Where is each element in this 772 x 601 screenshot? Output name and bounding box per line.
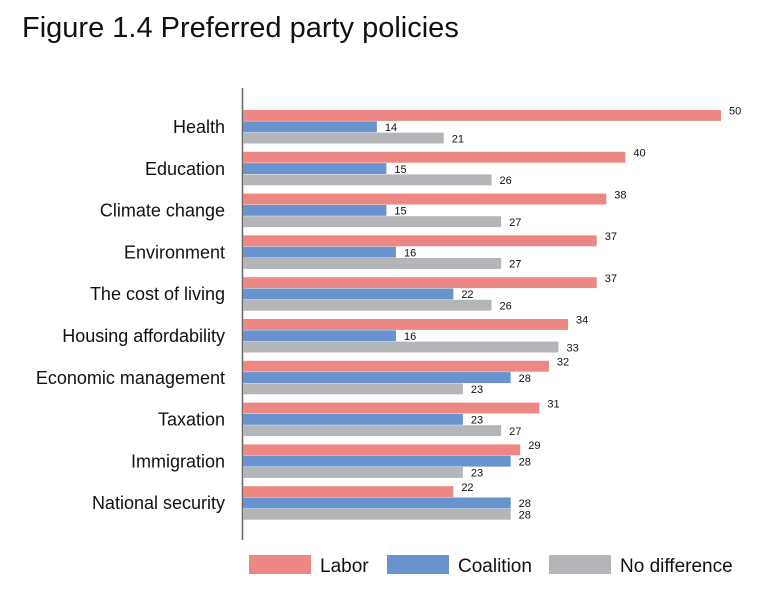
data-label: 23 bbox=[471, 415, 483, 427]
data-label: 16 bbox=[404, 331, 416, 343]
bar-labor bbox=[243, 277, 597, 289]
category-label: Housing affordability bbox=[62, 326, 225, 346]
bar-coalition bbox=[243, 121, 377, 133]
bar-coalition bbox=[243, 413, 463, 425]
bar-no-difference bbox=[243, 258, 502, 269]
bar-no-difference bbox=[243, 132, 444, 144]
bar-labor bbox=[243, 444, 521, 456]
data-label: 28 bbox=[519, 456, 531, 468]
data-label: 34 bbox=[576, 315, 588, 327]
data-label: 16 bbox=[404, 247, 416, 259]
bar-no-difference bbox=[243, 299, 492, 311]
bar-no-difference bbox=[243, 383, 463, 395]
legend-swatch-coalition bbox=[387, 555, 449, 574]
data-label: 33 bbox=[566, 342, 578, 354]
bar-no-difference bbox=[243, 174, 492, 186]
chart-title: Figure 1.4 Preferred party policies bbox=[22, 12, 459, 44]
data-label: 28 bbox=[519, 498, 531, 510]
bar-no-difference bbox=[243, 508, 511, 520]
data-label: 28 bbox=[519, 509, 531, 521]
category-label: Immigration bbox=[131, 451, 225, 471]
data-label: 40 bbox=[633, 147, 645, 159]
bar-coalition bbox=[243, 330, 396, 342]
bar-labor bbox=[243, 319, 569, 330]
data-label: 27 bbox=[509, 259, 521, 271]
category-label: Economic management bbox=[36, 368, 225, 388]
category-label: Health bbox=[173, 117, 225, 137]
data-label: 15 bbox=[394, 206, 406, 218]
data-label: 32 bbox=[557, 356, 569, 368]
category-label: Taxation bbox=[158, 410, 225, 430]
bar-labor bbox=[243, 151, 626, 163]
bar-labor bbox=[243, 110, 721, 121]
data-label: 26 bbox=[500, 175, 512, 187]
data-label: 15 bbox=[394, 164, 406, 176]
data-label: 27 bbox=[509, 217, 521, 229]
data-label: 28 bbox=[519, 373, 531, 385]
data-label: 37 bbox=[605, 273, 617, 285]
bar-labor bbox=[243, 193, 607, 205]
data-label: 31 bbox=[547, 398, 559, 410]
data-label: 26 bbox=[500, 300, 512, 312]
data-label: 23 bbox=[471, 384, 483, 396]
data-label: 38 bbox=[614, 189, 626, 201]
data-label: 23 bbox=[471, 468, 483, 480]
bar-labor bbox=[243, 360, 549, 372]
legend-swatch-no-difference bbox=[549, 555, 611, 574]
bar-no-difference bbox=[243, 467, 463, 478]
bar-coalition bbox=[243, 497, 511, 509]
bar-labor bbox=[243, 486, 454, 498]
bar-coalition bbox=[243, 288, 454, 300]
bar-coalition bbox=[243, 455, 511, 467]
legend-swatch-labor bbox=[249, 555, 311, 574]
bar-coalition bbox=[243, 204, 387, 216]
category-label: Education bbox=[145, 159, 225, 179]
bar-labor bbox=[243, 235, 597, 247]
bar-labor bbox=[243, 402, 540, 414]
bar-no-difference bbox=[243, 341, 559, 353]
bar-no-difference bbox=[243, 216, 502, 228]
data-label: 21 bbox=[452, 133, 464, 145]
legend-label: No difference bbox=[620, 556, 733, 577]
category-label: Environment bbox=[124, 242, 225, 262]
bar-no-difference bbox=[243, 425, 502, 437]
bar-coalition bbox=[243, 372, 511, 383]
data-label: 22 bbox=[461, 289, 473, 301]
data-label: 29 bbox=[528, 440, 540, 452]
bar-coalition bbox=[243, 163, 387, 174]
bar-coalition bbox=[243, 246, 396, 258]
data-label: 50 bbox=[729, 106, 741, 118]
data-label: 37 bbox=[605, 231, 617, 243]
legend-label: Coalition bbox=[458, 556, 532, 577]
data-label: 14 bbox=[385, 122, 397, 134]
data-label: 22 bbox=[461, 482, 473, 494]
data-label: 27 bbox=[509, 426, 521, 438]
category-label: The cost of living bbox=[90, 284, 225, 304]
category-label: Climate change bbox=[100, 201, 225, 221]
legend-label: Labor bbox=[320, 556, 369, 577]
category-label: National security bbox=[92, 493, 225, 513]
